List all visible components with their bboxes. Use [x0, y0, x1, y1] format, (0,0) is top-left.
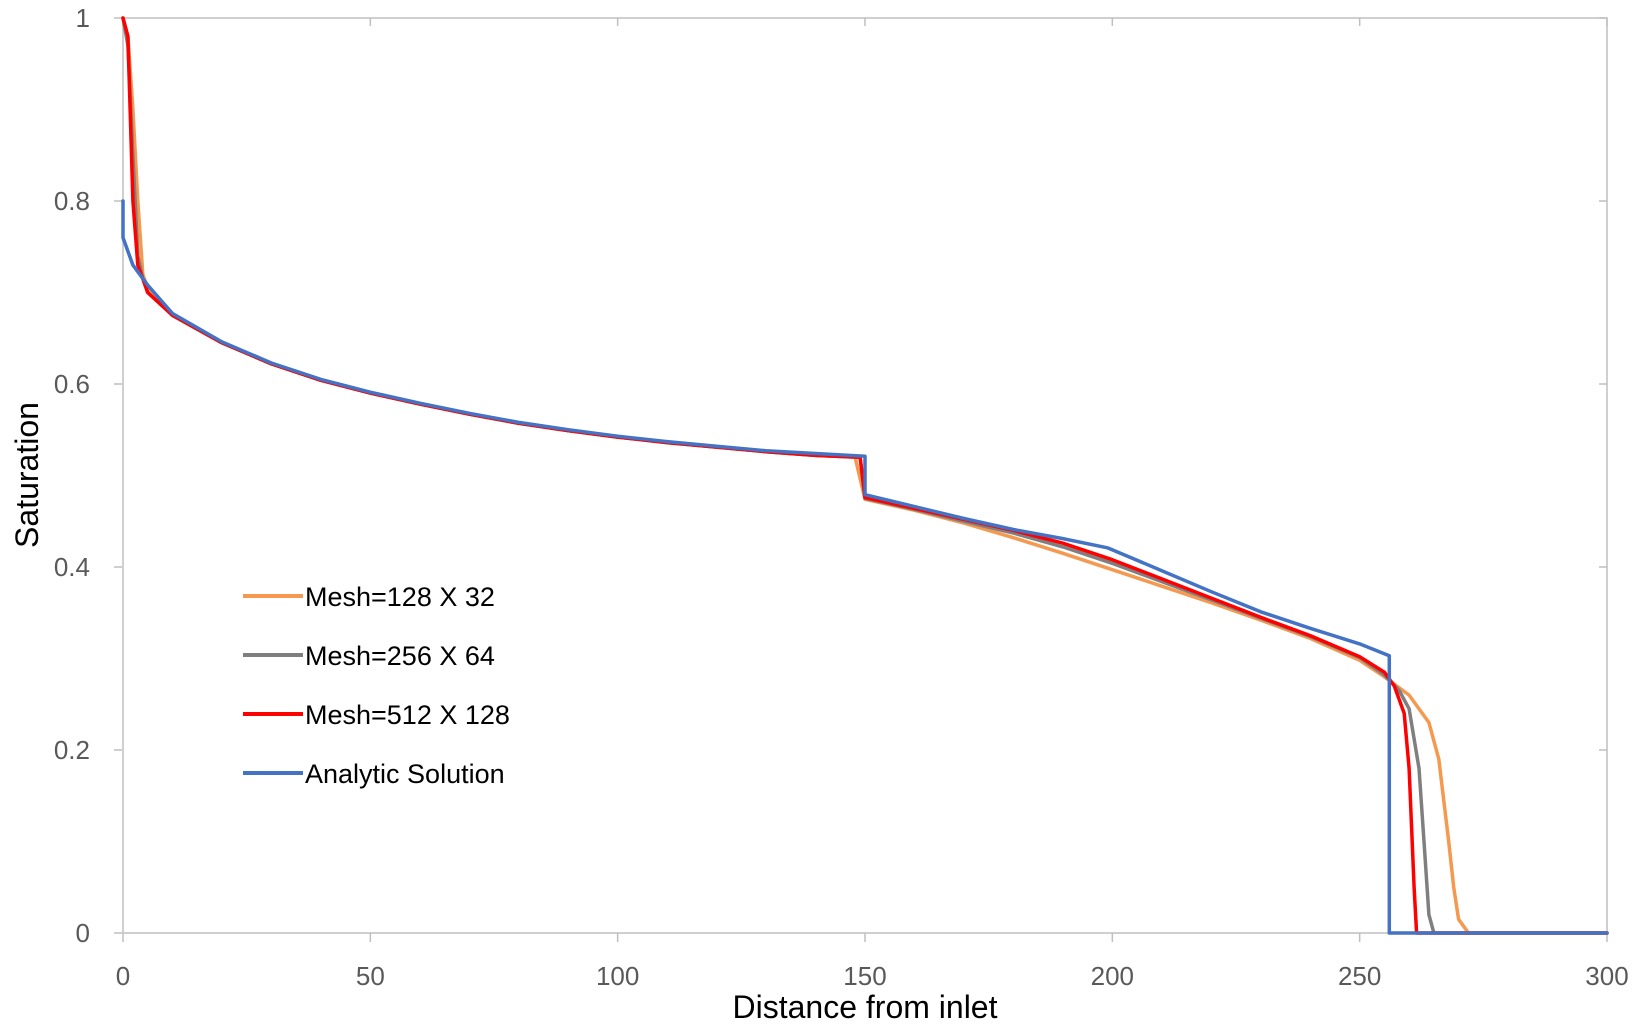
x-axis-title: Distance from inlet: [733, 989, 998, 1025]
plot-series: [121, 16, 1609, 935]
legend-label: Mesh=256 X 64: [305, 641, 495, 671]
x-tick-label: 150: [843, 961, 886, 991]
series-line-4: [121, 199, 1609, 935]
legend-label: Mesh=128 X 32: [305, 582, 495, 612]
y-tick-label: 1: [76, 3, 90, 33]
x-tick-label: 200: [1091, 961, 1134, 991]
x-tick-label: 50: [356, 961, 385, 991]
x-tick-label: 300: [1585, 961, 1628, 991]
y-tick-label: 0.2: [54, 735, 90, 765]
y-tick-label: 0: [76, 918, 90, 948]
x-axis: 0 50 100 150 200 250 300: [116, 18, 1629, 991]
legend-label: Mesh=512 X 128: [305, 700, 510, 730]
legend: Mesh=128 X 32 Mesh=256 X 64 Mesh=512 X 128…: [243, 582, 510, 789]
y-axis-title: Saturation: [9, 402, 45, 548]
y-tick-label: 0.4: [54, 552, 90, 582]
y-tick-label: 0.6: [54, 369, 90, 399]
y-axis: 0 0.2 0.4 0.6 0.8 1: [54, 3, 1607, 948]
x-tick-label: 250: [1338, 961, 1381, 991]
legend-label: Analytic Solution: [305, 759, 505, 789]
x-tick-label: 0: [116, 961, 130, 991]
y-tick-label: 0.8: [54, 186, 90, 216]
x-tick-label: 100: [596, 961, 639, 991]
